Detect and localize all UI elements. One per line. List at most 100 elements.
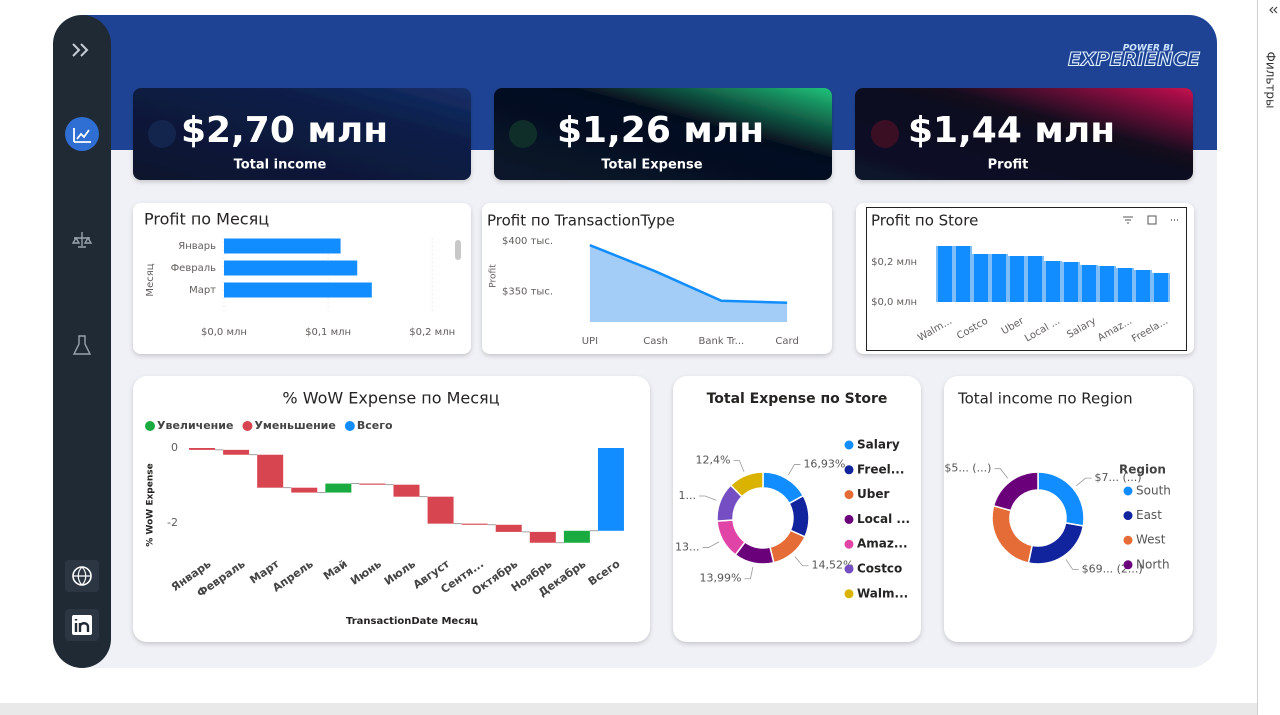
legend-marker: [145, 421, 155, 431]
legend-label: Costco: [857, 562, 902, 576]
leader-line: [733, 460, 745, 472]
data-label: 14,52%: [812, 559, 854, 572]
logo-main: EXPERIENCE: [1068, 49, 1200, 71]
data-label: $5... (...): [944, 462, 991, 475]
bar: [189, 447, 216, 450]
legend-label: East: [1136, 508, 1162, 522]
kpi-label: Total income: [234, 158, 327, 173]
nav-balance[interactable]: [71, 232, 93, 248]
leader-line: [699, 495, 717, 501]
legend-label: Salary: [857, 438, 900, 452]
legend-label: Уменьшение: [254, 419, 335, 432]
scrollbar[interactable]: [455, 240, 461, 260]
legend-marker: [1123, 486, 1133, 496]
legend-label: North: [1136, 557, 1170, 571]
legend-label: Amaz...: [857, 537, 908, 551]
x-tick-label: Cash: [643, 336, 668, 347]
linkedin-glyph: [74, 619, 90, 632]
chart-title: Profit по TransactionType: [487, 212, 675, 230]
kpi-card: [855, 88, 1193, 180]
legend-marker: [844, 539, 854, 549]
filter-icon[interactable]: [1123, 216, 1133, 224]
leader-line: [994, 468, 1008, 479]
nav-lab[interactable]: [72, 335, 92, 355]
leader-line: [794, 556, 809, 567]
legend-marker: [844, 514, 854, 524]
kpi-value: $2,70 млн: [181, 110, 388, 151]
kpi-label: Total Expense: [601, 158, 702, 173]
donut-slice: [992, 471, 1039, 512]
bar: [1028, 256, 1042, 302]
kpi-icon: [871, 120, 899, 148]
bar: [224, 260, 358, 276]
legend-marker: [844, 564, 854, 574]
bar: [1136, 270, 1150, 302]
y-tick-label: -2: [167, 516, 178, 529]
y-tick-label: $400 тыс.: [502, 236, 553, 247]
bar: [1046, 261, 1060, 302]
x-tick-label: $0,1 млн: [305, 327, 351, 338]
x-tick-label: Card: [775, 336, 798, 347]
y-tick-label: Март: [189, 285, 216, 296]
chart-title: Total Expense по Store: [707, 391, 888, 407]
bar: [1118, 268, 1132, 302]
x-tick-label: UPI: [582, 336, 598, 347]
bar: [1154, 273, 1168, 302]
logo-top: POWER BI: [1123, 44, 1174, 54]
legend-marker: [1123, 560, 1133, 570]
bar: [257, 454, 284, 488]
y-tick-label: Февраль: [171, 263, 217, 274]
collapse-icon[interactable]: [1269, 6, 1278, 14]
y-axis-title: % WoW Expense: [146, 463, 156, 546]
bar: [1100, 266, 1114, 302]
x-tick-label: $0,2 млн: [409, 327, 455, 338]
kpi-value: $1,26 млн: [557, 110, 764, 151]
legend-marker: [844, 589, 854, 599]
filters-label[interactable]: Фильтры: [1264, 52, 1278, 109]
legend-label: Uber: [857, 487, 889, 501]
y-tick-label: $350 тыс.: [502, 287, 553, 298]
bar: [597, 447, 624, 531]
focus-border: [866, 207, 1187, 351]
y-tick-label: $0,0 млн: [871, 297, 917, 308]
bar: [223, 449, 250, 455]
bar: [563, 530, 590, 543]
legend-label: Local ...: [857, 512, 910, 526]
bar: [427, 496, 454, 524]
leader-line: [702, 541, 720, 548]
globe-lines: [73, 566, 91, 586]
bar: [461, 523, 488, 525]
chart-title: Profit по Store: [871, 212, 978, 230]
x-tick-label: $0,0 млн: [201, 327, 247, 338]
bar: [938, 246, 952, 302]
bar: [393, 484, 420, 497]
leader-line: [1065, 559, 1079, 570]
legend-label: West: [1136, 533, 1166, 547]
bar: [1082, 265, 1096, 302]
x-axis-title: TransactionDate Месяц: [346, 616, 478, 627]
legend-marker: [844, 440, 854, 450]
legend-label: South: [1136, 484, 1171, 498]
legend-marker: [844, 465, 854, 475]
leader-line: [1076, 477, 1092, 487]
data-label: $69... (2...): [1082, 562, 1143, 575]
data-label: 1...: [679, 489, 697, 502]
bar: [325, 483, 352, 493]
expand-icon[interactable]: [72, 43, 89, 57]
y-axis-title: Profit: [489, 264, 499, 288]
leader-line: [788, 464, 801, 476]
kpi-icon: [148, 120, 176, 148]
y-tick-label: $0,2 млн: [871, 257, 917, 268]
card: [133, 203, 471, 354]
kpi-icon: [509, 120, 537, 148]
y-axis-title: Месяц: [145, 263, 156, 296]
legend-marker: [844, 490, 854, 500]
bar: [529, 531, 556, 543]
chart-title: Profit по Месяц: [144, 210, 269, 229]
y-tick-label: Январь: [178, 241, 216, 252]
focus-icon[interactable]: [1147, 215, 1157, 225]
leader-line: [744, 566, 754, 580]
bar: [224, 282, 372, 298]
bar: [992, 254, 1006, 302]
bar: [974, 254, 988, 302]
